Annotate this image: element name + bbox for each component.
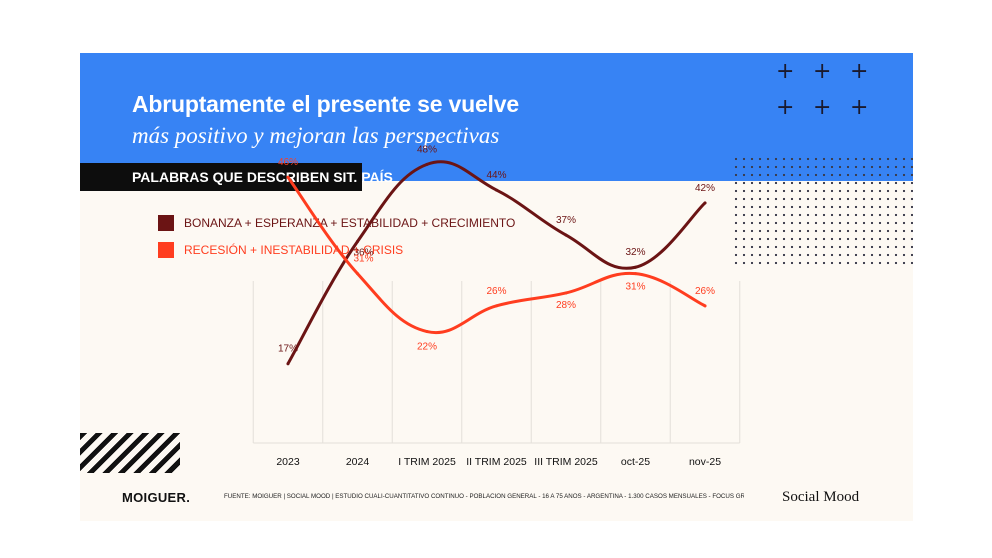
data-label-positive: 37% [556,215,576,226]
data-point-negative [286,175,290,179]
data-point-negative [495,304,498,308]
data-label-positive: 36% [353,248,373,259]
x-tick-label: 2024 [346,456,370,468]
data-label-positive: 42% [695,183,715,194]
slide: Abruptamente el presente se vuelve más p… [80,53,913,521]
legend-swatch-positive [158,215,174,231]
data-label-positive: 32% [625,247,645,258]
header-banner: Abruptamente el presente se vuelve más p… [80,53,913,181]
dot-pattern-decoration [732,155,913,265]
title-line-2: más positivo y mejoran las perspectivas [132,123,500,148]
plus-icon: + [776,95,795,120]
data-point-positive [634,265,637,269]
data-point-negative [634,272,637,276]
data-point-negative [703,304,707,308]
data-label-positive: 17% [278,344,298,355]
x-tick-label: III TRIM 2025 [534,456,598,468]
data-label-negative: 46% [278,157,298,168]
social-mood-brand: Social Mood [782,489,860,505]
data-label-positive: 44% [486,170,506,181]
data-label-negative: 26% [486,286,506,297]
series-line-positive [286,160,707,366]
source-note: FUENTE: MOIGUER | SOCIAL MOOD | ESTUDIO … [224,493,744,500]
data-point-positive [286,362,290,366]
plus-icon: + [813,95,832,120]
legend-swatch-negative [158,242,174,258]
plus-icon: + [776,59,795,84]
data-label-negative: 26% [695,286,715,297]
data-point-positive [703,201,707,205]
data-label-positive: 48% [417,144,437,155]
data-point-positive [356,240,359,244]
plus-icon: + [813,59,832,84]
plus-icon: + [850,95,869,120]
line-chart: 2023 2024 I TRIM 2025 II TRIM 2025 III TRIM … [252,144,741,468]
plus-icon: + [850,59,869,84]
data-point-positive [425,162,429,166]
x-tick-label: nov-25 [689,456,721,468]
data-label-negative: 28% [556,300,576,311]
section-label: PALABRAS QUE DESCRIBEN SIT. PAÍS [80,163,393,191]
data-label-negative: 22% [417,342,437,353]
stripes-decoration [80,433,180,473]
data-label-negative: 31% [353,254,373,265]
data-label-negative: 31% [625,282,645,293]
x-tick-label: I TRIM 2025 [398,456,456,468]
legend-item-positive: BONANZA + ESPERANZA + ESTABILIDAD + CREC… [158,215,515,231]
title-line-1: Abruptamente el presente se vuelve [132,91,519,117]
data-point-positive [564,233,568,237]
legend-label-positive: BONANZA + ESPERANZA + ESTABILIDAD + CREC… [184,216,516,230]
data-point-negative [564,291,568,295]
x-tick-label: oct-25 [621,456,650,468]
data-point-negative [425,330,429,334]
data-point-positive [495,188,498,192]
data-point-negative [356,272,359,276]
moiguer-logo: MOIGUER. [122,490,191,505]
x-tick-label: 2023 [276,456,300,468]
x-tick-label: II TRIM 2025 [466,456,527,468]
